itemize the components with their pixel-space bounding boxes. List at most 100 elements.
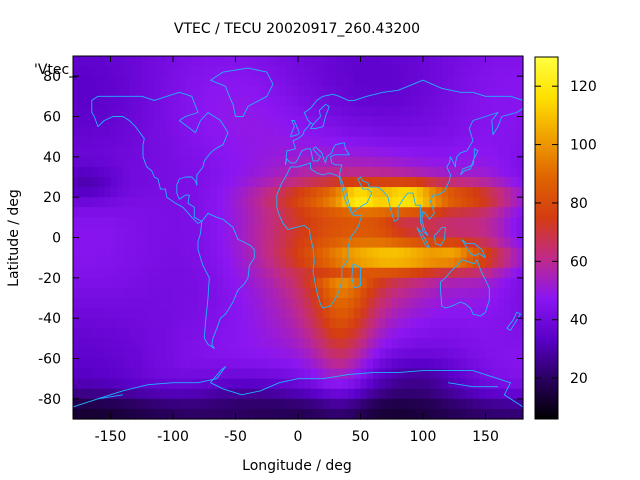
heatmap-cell: [385, 207, 393, 218]
heatmap-cell: [148, 207, 155, 218]
heatmap-cell: [85, 156, 93, 168]
heatmap-cell: [516, 398, 524, 410]
heatmap-cell: [410, 298, 418, 309]
y-tick-label: -40: [38, 311, 61, 327]
heatmap-cell: [185, 197, 193, 208]
heatmap-cell: [79, 338, 87, 350]
heatmap-cell: [304, 96, 312, 108]
coastline: [440, 259, 490, 317]
heatmap-cell: [223, 166, 230, 178]
heatmap-cell: [285, 237, 293, 249]
heatmap-cell: [129, 388, 137, 400]
coastline: [197, 212, 255, 349]
heatmap-cell: [448, 166, 455, 178]
heatmap-cell: [348, 177, 355, 188]
heatmap-cell: [323, 136, 330, 148]
heatmap-cell: [504, 56, 512, 67]
heatmap-cell: [479, 358, 487, 370]
heatmap-cell: [498, 76, 505, 87]
coastline: [433, 226, 446, 247]
heatmap-cell: [123, 156, 130, 168]
heatmap-cell: [216, 227, 224, 239]
heatmap-cell: [510, 76, 518, 87]
heatmap-cell: [185, 287, 193, 299]
heatmap-cell: [204, 287, 212, 299]
heatmap-cell: [179, 237, 187, 249]
heatmap-cell: [373, 378, 380, 390]
heatmap-cell: [223, 96, 230, 108]
heatmap-cell: [104, 277, 112, 289]
heatmap-cell: [104, 338, 112, 350]
heatmap-cell: [348, 66, 355, 77]
heatmap-cell: [473, 318, 480, 329]
heatmap-cell: [366, 217, 374, 229]
heatmap-cell: [310, 156, 318, 168]
heatmap-cell: [479, 338, 487, 350]
heatmap-cell: [291, 177, 299, 188]
heatmap-cell: [279, 257, 287, 269]
heatmap-cell: [98, 358, 105, 370]
heatmap-cell: [198, 126, 205, 138]
heatmap-cell: [204, 277, 212, 289]
y-tick-label: -80: [38, 392, 61, 408]
heatmap-cell: [304, 358, 312, 370]
heatmap-cell: [204, 267, 212, 279]
heatmap-cell: [185, 106, 193, 118]
heatmap-cell: [335, 146, 343, 158]
heatmap-cell: [173, 388, 180, 400]
heatmap-cell: [129, 56, 137, 67]
heatmap-cell: [141, 76, 149, 87]
heatmap-cell: [185, 318, 193, 329]
heatmap-cell: [466, 156, 474, 168]
heatmap-cell: [385, 177, 393, 188]
heatmap-cell: [379, 166, 387, 178]
heatmap-cell: [360, 328, 368, 339]
heatmap-cell: [323, 408, 330, 420]
heatmap-cell: [123, 318, 130, 329]
heatmap-cell: [79, 388, 87, 400]
heatmap-cell: [435, 197, 443, 208]
heatmap-cell: [410, 408, 418, 420]
heatmap-cell: [210, 207, 218, 218]
heatmap-cell: [485, 388, 493, 400]
heatmap-cell: [254, 66, 262, 77]
heatmap-cell: [429, 66, 437, 77]
heatmap-cell: [173, 116, 180, 128]
heatmap-cell: [410, 187, 418, 198]
heatmap-cell: [429, 146, 437, 158]
heatmap-cell: [298, 358, 305, 370]
heatmap-cell: [154, 318, 162, 329]
heatmap-cell: [116, 318, 124, 329]
heatmap-cell: [273, 66, 280, 77]
heatmap-cell: [316, 106, 324, 118]
heatmap-cell: [110, 298, 118, 309]
heatmap-cell: [329, 388, 337, 400]
heatmap-cell: [435, 298, 443, 309]
heatmap-cell: [460, 187, 468, 198]
heatmap-cell: [416, 156, 424, 168]
heatmap-cell: [260, 166, 268, 178]
heatmap-cell: [335, 136, 343, 148]
heatmap-cell: [141, 257, 149, 269]
heatmap-cell: [216, 308, 224, 319]
heatmap-cell: [204, 348, 212, 360]
heatmap-cell: [491, 318, 499, 329]
heatmap-cell: [91, 227, 99, 239]
heatmap-cell: [148, 146, 155, 158]
heatmap-cell: [348, 76, 355, 87]
heatmap-cell: [323, 267, 330, 279]
heatmap-cell: [204, 66, 212, 77]
heatmap-cell: [254, 257, 262, 269]
heatmap-cell: [123, 267, 130, 279]
heatmap-cell: [416, 287, 424, 299]
heatmap-cell: [516, 106, 524, 118]
heatmap-cell: [229, 126, 237, 138]
heatmap-cell: [479, 126, 487, 138]
heatmap-cell: [366, 398, 374, 410]
heatmap-cell: [429, 56, 437, 67]
heatmap-cell: [191, 76, 199, 87]
heatmap-cell: [485, 96, 493, 108]
heatmap-cell: [291, 308, 299, 319]
heatmap-cell: [98, 298, 105, 309]
heatmap-cell: [166, 146, 174, 158]
